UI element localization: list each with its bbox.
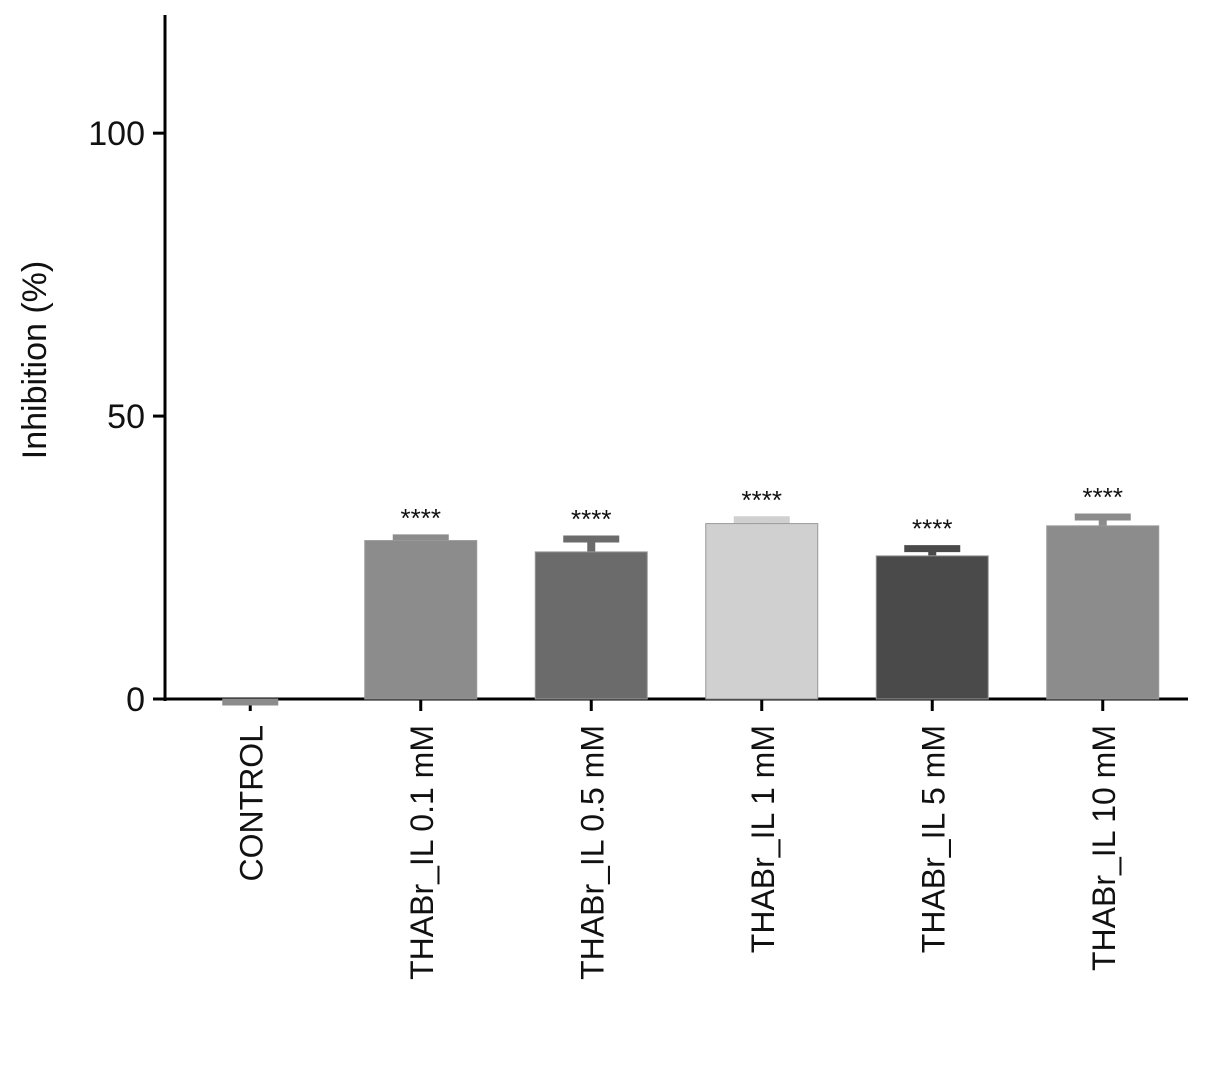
bar xyxy=(1046,525,1160,700)
significance-label: **** xyxy=(1083,482,1123,512)
x-tick-label: CONTROL xyxy=(233,725,269,881)
x-tick-label: THABr_IL 10 mM xyxy=(1086,725,1122,971)
y-tick-label: 50 xyxy=(107,398,145,436)
bar xyxy=(705,523,819,700)
y-tick-label: 0 xyxy=(126,681,145,719)
x-tick-label: THABr_IL 0.5 mM xyxy=(574,725,610,980)
y-axis-label: Inhibition (%) xyxy=(16,261,54,459)
bar xyxy=(875,555,989,700)
bar xyxy=(364,540,478,700)
y-tick-label: 100 xyxy=(88,115,145,153)
significance-label: **** xyxy=(742,485,782,515)
bar xyxy=(534,551,648,700)
x-tick-label: THABr_IL 1 mM xyxy=(745,725,781,953)
significance-label: **** xyxy=(401,503,441,533)
significance-label: **** xyxy=(571,504,611,534)
significance-label: **** xyxy=(912,514,952,544)
x-tick-label: THABr_IL 0.1 mM xyxy=(404,725,440,980)
x-tick-label: THABr_IL 5 mM xyxy=(915,725,951,953)
